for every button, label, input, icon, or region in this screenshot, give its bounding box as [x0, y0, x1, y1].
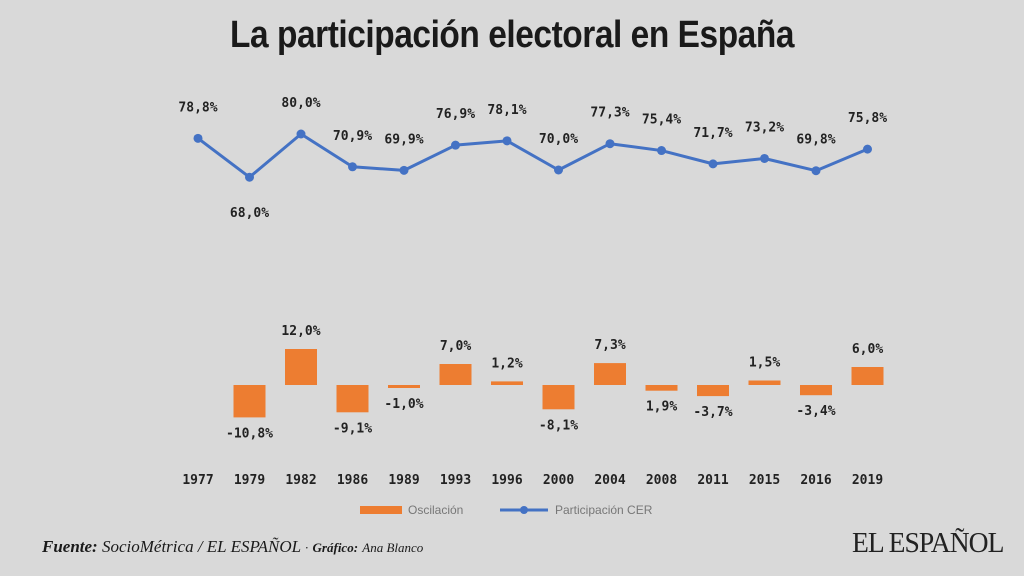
bar-1996 [491, 381, 523, 385]
x-tick-1977: 1977 [182, 473, 213, 488]
legend: Oscilación Participación CER [360, 503, 653, 517]
line-point-1979 [245, 172, 254, 182]
credit-label: Gráfico: [312, 540, 359, 555]
bar-1979 [233, 385, 266, 418]
bar-label-2016: -3,4% [796, 404, 835, 419]
x-tick-1979: 1979 [234, 473, 265, 488]
bar-label-2008: 1,9% [646, 400, 677, 415]
brand-logo: EL ESPAÑOL [852, 527, 1004, 559]
bar-1989 [388, 385, 420, 388]
bar-label-1996: 1,2% [491, 356, 522, 371]
bar-label-1979: -10,8% [226, 426, 273, 441]
line-point-2016 [811, 166, 821, 176]
bar-label-1986: -9,1% [333, 421, 372, 436]
line-point-1993 [451, 140, 460, 150]
line-label-2016: 69,8% [796, 133, 835, 148]
line-point-1977 [193, 133, 203, 143]
line-label-2000: 70,0% [539, 132, 578, 147]
legend-oscilacion-label: Oscilación [408, 503, 463, 517]
legend-participacion-label: Participación CER [555, 503, 653, 517]
x-tick-2019: 2019 [852, 473, 883, 488]
x-tick-2015: 2015 [749, 473, 780, 488]
labels-layer: 78,8% 68,0% 80,0% 70,9% 69,9% 76,9% 78,1% 70,0%… [178, 96, 887, 441]
line-point-1996 [502, 136, 512, 146]
bar-2016 [800, 385, 832, 396]
line-label-1977: 78,8% [178, 100, 217, 115]
bar-2008 [645, 385, 678, 391]
bar-label-1989: -1,0% [384, 397, 423, 412]
line-label-2015: 73,2% [745, 120, 784, 135]
participation-line [197, 132, 869, 179]
line-label-2008: 75,4% [642, 113, 681, 128]
source-label: Fuente: [42, 537, 98, 556]
bar-2004 [594, 363, 626, 385]
legend-oscilacion-swatch [360, 506, 402, 514]
bar-label-2015: 1,5% [749, 356, 780, 371]
chart-title: La participación electoral en España [230, 14, 794, 56]
line-label-1986: 70,9% [333, 129, 372, 144]
x-axis-ticks: 1977 1979 1982 1986 1989 1993 1996 2000 2004 2008… [182, 473, 883, 488]
line-point-2019 [863, 144, 872, 154]
x-tick-2016: 2016 [800, 473, 831, 488]
line-point-1986 [348, 162, 357, 172]
line-point-2011 [708, 159, 718, 169]
line-layer [193, 129, 872, 182]
x-tick-2008: 2008 [646, 473, 677, 488]
x-tick-1989: 1989 [388, 473, 419, 488]
line-label-1979: 68,0% [230, 206, 269, 221]
line-label-1996: 78,1% [487, 103, 526, 118]
x-tick-2000: 2000 [543, 473, 574, 488]
line-label-1989: 69,9% [384, 132, 423, 147]
x-tick-1993: 1993 [440, 473, 471, 488]
line-point-2000 [554, 165, 563, 175]
line-label-1982: 80,0% [281, 96, 320, 111]
bar-label-2000: -8,1% [539, 418, 578, 433]
x-tick-2004: 2004 [594, 473, 625, 488]
legend-participacion-marker [520, 506, 528, 514]
line-point-1989 [399, 165, 409, 175]
line-point-2015 [760, 153, 769, 163]
source-text: SocioMétrica / EL ESPAÑOL [101, 537, 301, 556]
bar-1986 [336, 385, 369, 413]
x-tick-1982: 1982 [285, 473, 316, 488]
line-point-2004 [605, 139, 615, 149]
x-tick-2011: 2011 [697, 473, 728, 488]
bar-label-2011: -3,7% [693, 405, 732, 420]
bars-layer [233, 349, 884, 418]
bar-2019 [851, 367, 884, 385]
x-tick-1996: 1996 [491, 473, 522, 488]
line-point-2008 [657, 146, 666, 156]
bar-label-1993: 7,0% [440, 339, 471, 354]
bar-label-2004: 7,3% [594, 338, 625, 353]
footer-credits: Fuente: SocioMétrica / EL ESPAÑOL · Gráf… [42, 537, 423, 557]
credit-text: Ana Blanco [362, 540, 424, 555]
line-label-1993: 76,9% [436, 107, 475, 122]
line-point-1982 [296, 129, 306, 139]
line-label-2011: 71,7% [693, 126, 732, 141]
x-tick-1986: 1986 [337, 473, 368, 488]
line-label-2004: 77,3% [590, 106, 629, 121]
bar-2015 [748, 380, 781, 385]
bar-2011 [697, 385, 729, 397]
bar-1982 [285, 349, 317, 385]
bar-label-1982: 12,0% [281, 324, 320, 339]
bar-label-2019: 6,0% [852, 342, 883, 357]
line-label-2019: 75,8% [848, 111, 887, 126]
separator: · [305, 540, 309, 555]
bar-1993 [439, 364, 472, 385]
bar-2000 [542, 385, 575, 410]
